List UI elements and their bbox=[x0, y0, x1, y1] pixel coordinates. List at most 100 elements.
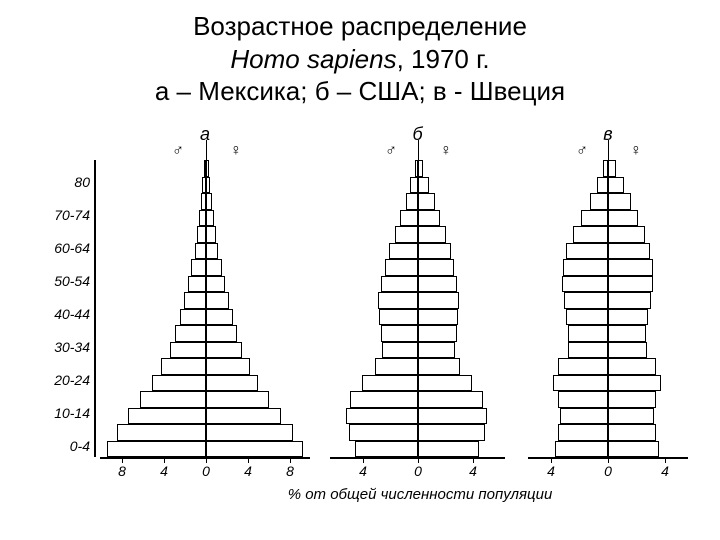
bar-male bbox=[558, 391, 608, 408]
bar-female bbox=[608, 226, 645, 243]
bar-female bbox=[608, 391, 656, 408]
y-tick-label: 80 bbox=[34, 174, 90, 190]
female-icon: ♀ bbox=[630, 142, 642, 160]
title-line3: а – Мексика; б – США; в - Швеция bbox=[0, 75, 720, 108]
y-axis-line bbox=[94, 160, 96, 457]
bar-female bbox=[206, 243, 218, 260]
bar-male bbox=[199, 210, 206, 227]
chart-area: 8070-7460-6450-5440-4430-3420-2410-140-4… bbox=[0, 130, 720, 510]
bar-female bbox=[608, 177, 624, 194]
bar-female bbox=[608, 243, 650, 260]
bar-female bbox=[206, 292, 229, 309]
pyramid-v: в♂♀404 bbox=[528, 130, 688, 490]
y-tick-label: 0-4 bbox=[34, 438, 90, 454]
title-species: Homo sapiens bbox=[230, 44, 396, 74]
y-tick-label: 50-54 bbox=[34, 273, 90, 289]
bar-female bbox=[206, 226, 216, 243]
bar-female bbox=[418, 391, 483, 408]
bar-male bbox=[555, 441, 608, 458]
bar-male bbox=[195, 243, 206, 260]
x-tick-label: 4 bbox=[160, 463, 168, 479]
bar-male bbox=[175, 325, 206, 342]
y-tick-label: 60-64 bbox=[34, 240, 90, 256]
bar-male bbox=[197, 226, 206, 243]
bar-male bbox=[378, 292, 418, 309]
bar-male bbox=[566, 243, 608, 260]
bar-female bbox=[418, 226, 446, 243]
bar-female bbox=[608, 375, 661, 392]
bar-male bbox=[395, 226, 418, 243]
x-tick-label: 4 bbox=[469, 463, 477, 479]
bar-male bbox=[128, 408, 206, 425]
bar-female bbox=[608, 424, 656, 441]
x-tick-label: 0 bbox=[604, 463, 612, 479]
bar-male bbox=[389, 243, 418, 260]
x-tick-label: 0 bbox=[202, 463, 210, 479]
bar-male bbox=[597, 177, 608, 194]
bar-female bbox=[206, 391, 269, 408]
bar-female bbox=[418, 408, 487, 425]
bar-male bbox=[553, 375, 608, 392]
bar-male bbox=[117, 424, 206, 441]
bar-male bbox=[170, 342, 206, 359]
bar-female bbox=[608, 441, 659, 458]
bar-male bbox=[375, 358, 418, 375]
bar-male bbox=[107, 441, 206, 458]
bar-female bbox=[206, 276, 225, 293]
x-tick-label: 4 bbox=[661, 463, 669, 479]
x-axis-label: % от общей численности популяции bbox=[220, 486, 620, 503]
y-tick-label: 40-44 bbox=[34, 306, 90, 322]
bar-female bbox=[608, 193, 631, 210]
bar-female bbox=[206, 424, 293, 441]
female-icon: ♀ bbox=[440, 142, 452, 160]
bar-male bbox=[161, 358, 206, 375]
baseline bbox=[100, 457, 310, 459]
bar-female bbox=[608, 325, 646, 342]
x-tick-label: 4 bbox=[244, 463, 252, 479]
bar-female bbox=[206, 177, 210, 194]
bar-female bbox=[206, 358, 250, 375]
x-tick-label: 8 bbox=[118, 463, 126, 479]
y-tick-label: 70-74 bbox=[34, 207, 90, 223]
y-tick-label: 30-34 bbox=[34, 339, 90, 355]
male-icon: ♂ bbox=[576, 142, 588, 160]
bar-female bbox=[206, 160, 209, 177]
bar-female bbox=[418, 375, 472, 392]
bar-female bbox=[206, 408, 281, 425]
bar-male bbox=[355, 441, 418, 458]
bar-male bbox=[410, 177, 418, 194]
bar-male bbox=[140, 391, 206, 408]
bar-male bbox=[346, 408, 418, 425]
bar-female bbox=[608, 160, 616, 177]
bar-male bbox=[382, 342, 418, 359]
bar-female bbox=[418, 342, 455, 359]
title-year: , 1970 г. bbox=[397, 44, 490, 74]
bar-female bbox=[608, 309, 648, 326]
bar-male bbox=[566, 309, 608, 326]
bar-male bbox=[568, 325, 608, 342]
bar-male bbox=[180, 309, 206, 326]
bar-female bbox=[608, 292, 651, 309]
bar-male bbox=[581, 210, 608, 227]
bar-female bbox=[206, 325, 237, 342]
bar-female bbox=[608, 342, 647, 359]
bar-female bbox=[608, 259, 653, 276]
bar-female bbox=[418, 292, 459, 309]
pyramid-b: б♂♀404 bbox=[330, 130, 505, 490]
bar-female bbox=[608, 408, 654, 425]
bar-female bbox=[418, 160, 423, 177]
bar-male bbox=[381, 276, 418, 293]
bar-male bbox=[188, 276, 206, 293]
bar-female bbox=[418, 441, 479, 458]
bar-female bbox=[608, 358, 656, 375]
bar-male bbox=[563, 259, 608, 276]
bar-male bbox=[379, 309, 418, 326]
bar-female bbox=[418, 243, 451, 260]
bar-female bbox=[418, 358, 460, 375]
bar-female bbox=[206, 210, 214, 227]
bar-female bbox=[418, 424, 485, 441]
bar-female bbox=[206, 309, 233, 326]
bar-female bbox=[418, 177, 429, 194]
pyramid-a: а♂♀84048 bbox=[100, 130, 310, 490]
female-icon: ♀ bbox=[230, 142, 242, 160]
